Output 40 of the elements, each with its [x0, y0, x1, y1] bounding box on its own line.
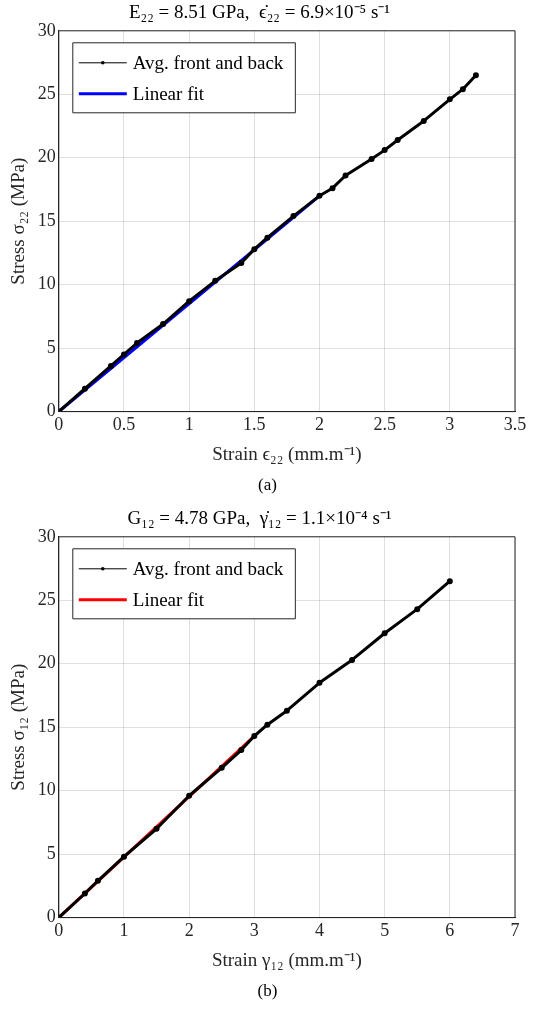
x-tick-label: 3 [249, 920, 259, 941]
x-tick-label: 7 [510, 920, 520, 941]
y-axis-title: Stress σ₁₂ (MPa) [7, 663, 30, 791]
y-tick-label: 10 [37, 779, 56, 800]
y-tick-label: 30 [37, 19, 56, 40]
y-tick-label: 30 [37, 525, 56, 546]
y-tick-label: 15 [37, 209, 56, 230]
y-tick-label: 25 [37, 589, 56, 609]
x-tick-label: 0.5 [112, 414, 136, 435]
y-tick-label: 25 [37, 83, 56, 103]
x-tick-label: 5 [380, 920, 390, 941]
chart-title: E₂₂ = 8.51 GPa, ϵ̇₂₂ = 6.9×10⁻⁵ s⁻¹ [128, 1, 391, 23]
y-tick-label: 20 [37, 146, 56, 167]
y-tick-label: 5 [46, 336, 56, 357]
y-tick-label: 10 [37, 273, 56, 294]
x-tick-label: 2.5 [373, 414, 396, 435]
x-tick-label: 4 [314, 920, 324, 941]
x-tick-label: 3.5 [503, 414, 527, 435]
x-tick-label: 2 [314, 414, 324, 435]
y-tick-label: 20 [37, 652, 56, 673]
x-axis-title: Strain γ₁₂ (mm.m⁻¹) [211, 948, 362, 971]
x-tick-label: 3 [445, 414, 455, 435]
y-tick-label: 0 [46, 400, 56, 421]
text: (a) [257, 474, 278, 496]
legend-label: Linear fit [132, 588, 205, 610]
x-tick-label: 1.5 [243, 414, 266, 435]
y-tick-label: 5 [46, 842, 56, 863]
chart-title: G₁₂ = 4.78 GPa, γ̇₁₂ = 1.1×10⁻⁴ s⁻¹ [127, 507, 392, 529]
y-tick-label: 15 [37, 715, 56, 736]
legend-label: Avg. front and back [132, 51, 284, 73]
text: (b) [256, 980, 279, 1002]
x-tick-label: 1 [119, 920, 129, 941]
y-axis-title: Stress σ₂₂ (MPa) [7, 157, 30, 285]
y-tick-label: 0 [46, 906, 56, 927]
x-tick-label: 2 [184, 920, 194, 941]
legend-label: Avg. front and back [132, 557, 284, 579]
legend-label: Linear fit [132, 82, 205, 104]
x-axis-title: Strain ϵ₂₂ (mm.m⁻¹) [212, 442, 362, 465]
x-tick-label: 1 [184, 414, 194, 435]
x-tick-label: 6 [445, 920, 455, 941]
